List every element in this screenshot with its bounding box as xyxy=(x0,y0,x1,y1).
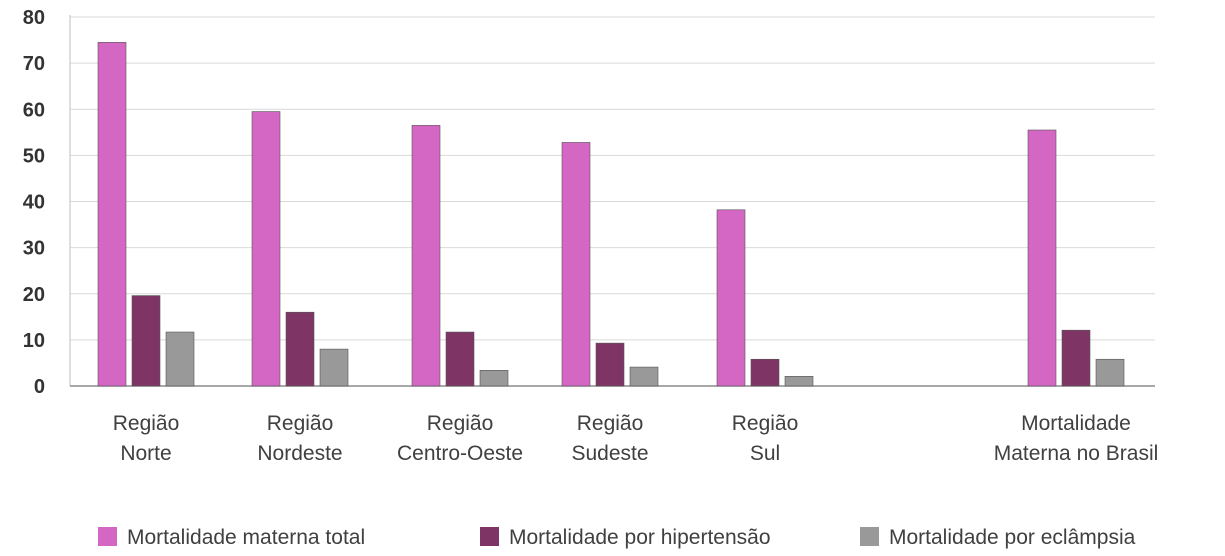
bar xyxy=(251,111,281,387)
legend-item: Mortalidade por eclâmpsia xyxy=(860,526,1136,549)
y-tick-label: 30 xyxy=(23,238,45,260)
y-tick-label: 70 xyxy=(23,53,45,75)
x-tick-label: Centro-Oeste xyxy=(397,442,523,465)
y-tick-label: 20 xyxy=(23,284,45,306)
y-tick-label: 40 xyxy=(23,192,45,214)
bar xyxy=(411,125,441,387)
bar xyxy=(479,370,509,387)
x-tick-label: Região xyxy=(427,412,494,435)
bar xyxy=(716,209,746,387)
x-tick-label: Sudeste xyxy=(571,442,648,465)
x-tick-label: Região xyxy=(113,412,180,435)
legend-swatch xyxy=(480,527,499,546)
legend-label: Mortalidade por hipertensão xyxy=(509,526,771,549)
x-tick-label: Região xyxy=(577,412,644,435)
legend-label: Mortalidade materna total xyxy=(127,526,365,549)
bar xyxy=(319,348,349,387)
x-tick-label: Materna no Brasil xyxy=(994,442,1159,465)
bar xyxy=(561,142,591,387)
bar xyxy=(131,295,161,387)
bar xyxy=(1095,358,1125,387)
legend-swatch xyxy=(860,527,879,546)
bar xyxy=(165,331,195,387)
bar xyxy=(750,358,780,387)
x-tick-label: Mortalidade xyxy=(1021,412,1131,435)
legend-item: Mortalidade materna total xyxy=(98,526,365,549)
x-tick-label: Norte xyxy=(120,442,171,465)
legend-swatch xyxy=(98,527,117,546)
y-tick-label: 0 xyxy=(34,376,45,398)
x-tick-label: Sul xyxy=(750,442,780,465)
bar xyxy=(97,42,127,387)
x-tick-label: Região xyxy=(732,412,799,435)
bar xyxy=(595,342,625,387)
y-tick-label: 80 xyxy=(23,7,45,29)
bar xyxy=(445,331,475,387)
x-tick-label: Nordeste xyxy=(257,442,342,465)
y-tick-label: 10 xyxy=(23,330,45,352)
bar xyxy=(784,376,814,387)
legend-item: Mortalidade por hipertensão xyxy=(480,526,771,549)
legend-label: Mortalidade por eclâmpsia xyxy=(889,526,1136,549)
bar xyxy=(629,366,659,387)
x-tick-label: Região xyxy=(267,412,334,435)
y-tick-label: 50 xyxy=(23,145,45,167)
bar xyxy=(1061,329,1091,387)
bar xyxy=(1027,129,1057,387)
y-tick-label: 60 xyxy=(23,99,45,121)
bar xyxy=(285,311,315,387)
